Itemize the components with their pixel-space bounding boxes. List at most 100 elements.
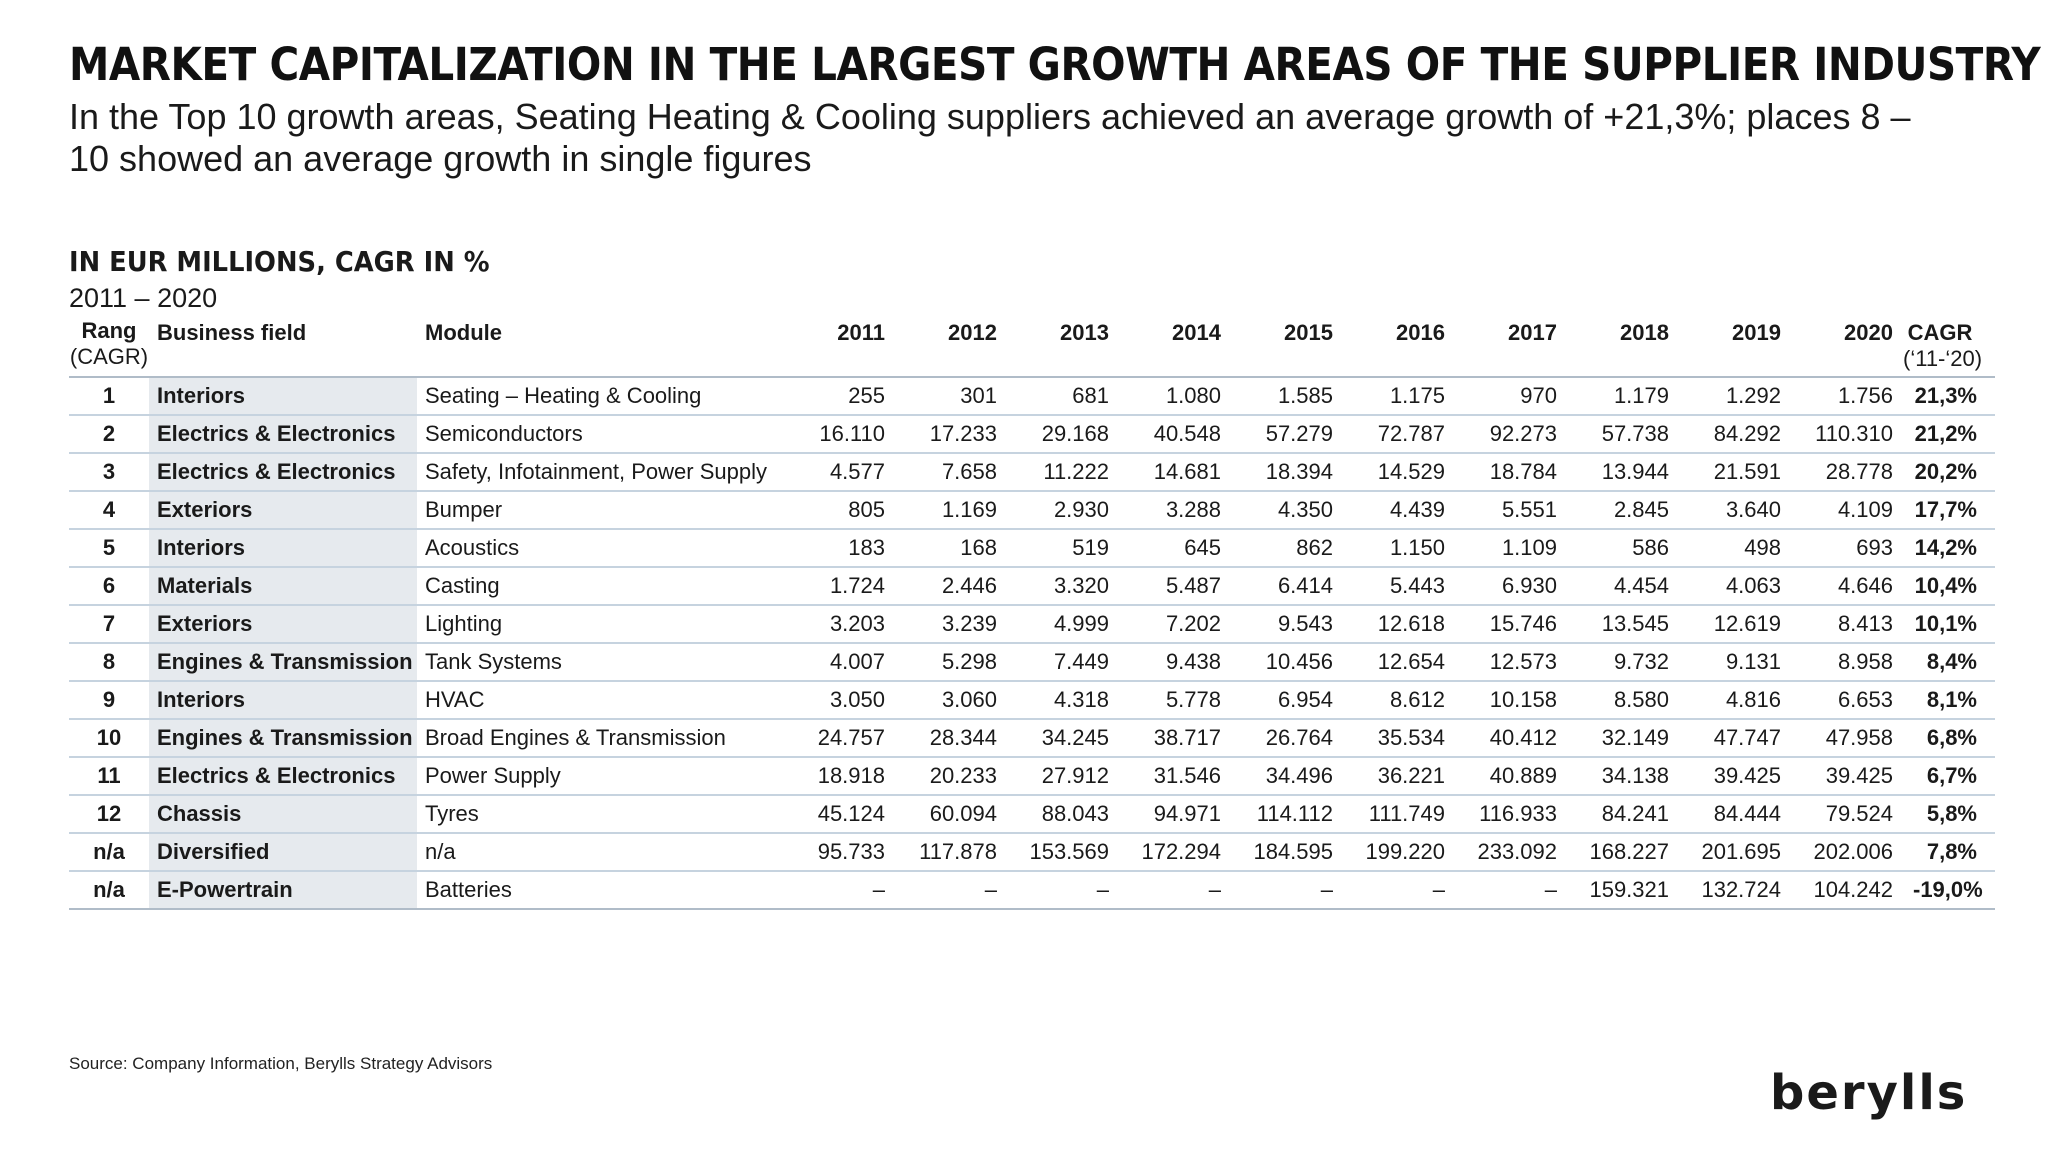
- business-field-cell: Interiors: [149, 681, 417, 720]
- rank-cell: 1: [69, 376, 149, 416]
- value-cell: –: [1119, 871, 1231, 910]
- cagr-cell: 6,7%: [1903, 757, 1995, 796]
- value-cell: 95.733: [783, 833, 895, 872]
- business-field-cell: Engines & Transmission: [149, 719, 417, 758]
- value-cell: 24.757: [783, 719, 895, 758]
- business-field-cell: Interiors: [149, 529, 417, 568]
- value-cell: 3.239: [895, 605, 1007, 644]
- cagr-cell: 8,1%: [1903, 681, 1995, 720]
- value-cell: 202.006: [1791, 833, 1903, 872]
- value-cell: 31.546: [1119, 757, 1231, 796]
- rank-cell: 8: [69, 643, 149, 682]
- header-business-field: Business field: [157, 320, 307, 345]
- business-field-cell: Exteriors: [149, 605, 417, 644]
- value-cell: 184.595: [1231, 833, 1343, 872]
- module-cell: n/a: [417, 833, 783, 872]
- cagr-cell: 17,7%: [1903, 491, 1995, 530]
- value-cell: 5.778: [1119, 681, 1231, 720]
- value-cell: 4.109: [1791, 491, 1903, 530]
- value-cell: 20.233: [895, 757, 1007, 796]
- value-cell: 6.930: [1455, 567, 1567, 606]
- value-cell: 3.060: [895, 681, 1007, 720]
- cagr-cell: -19,0%: [1903, 871, 1995, 910]
- unit-heading: IN EUR MILLIONS, CAGR IN %: [69, 245, 490, 278]
- header-rank-label: Rang: [81, 318, 137, 343]
- rank-cell: 9: [69, 681, 149, 720]
- header-year: 2017: [1508, 320, 1557, 345]
- table-body: 1 Interiors Seating – Heating & Cooling 255…: [69, 376, 1995, 910]
- value-cell: 5.487: [1119, 567, 1231, 606]
- value-cell: 1.756: [1791, 376, 1903, 416]
- value-cell: 199.220: [1343, 833, 1455, 872]
- value-cell: 18.918: [783, 757, 895, 796]
- value-cell: 201.695: [1679, 833, 1791, 872]
- business-field-cell: Chassis: [149, 795, 417, 834]
- value-cell: 8.413: [1791, 605, 1903, 644]
- module-cell: Seating – Heating & Cooling: [417, 376, 783, 416]
- value-cell: 7.449: [1007, 643, 1119, 682]
- value-cell: 1.150: [1343, 529, 1455, 568]
- value-cell: 1.109: [1455, 529, 1567, 568]
- value-cell: 26.764: [1231, 719, 1343, 758]
- value-cell: –: [1007, 871, 1119, 910]
- value-cell: 519: [1007, 529, 1119, 568]
- value-cell: 38.717: [1119, 719, 1231, 758]
- table-row: 8 Engines & Transmission Tank Systems 4.007…: [69, 643, 1995, 682]
- header-year: 2015: [1284, 320, 1333, 345]
- value-cell: 116.933: [1455, 795, 1567, 834]
- value-cell: 111.749: [1343, 795, 1455, 834]
- value-cell: 34.245: [1007, 719, 1119, 758]
- table-row: 4 Exteriors Bumper 805 1.169 2.930 3.288 4.350 4…: [69, 491, 1995, 530]
- rank-cell: 10: [69, 719, 149, 758]
- value-cell: 12.619: [1679, 605, 1791, 644]
- header-year: 2011: [837, 320, 885, 345]
- value-cell: 159.321: [1567, 871, 1679, 910]
- table-row: 10 Engines & Transmission Broad Engines & …: [69, 719, 1995, 758]
- business-field-cell: Interiors: [149, 376, 417, 416]
- value-cell: 39.425: [1679, 757, 1791, 796]
- value-cell: 168: [895, 529, 1007, 568]
- value-cell: –: [1231, 871, 1343, 910]
- value-cell: 681: [1007, 376, 1119, 416]
- value-cell: 1.724: [783, 567, 895, 606]
- header-year: 2020: [1844, 320, 1893, 345]
- value-cell: 9.438: [1119, 643, 1231, 682]
- business-field-cell: Electrics & Electronics: [149, 453, 417, 492]
- value-cell: 153.569: [1007, 833, 1119, 872]
- header-rank-sub: (CAGR): [69, 344, 149, 369]
- value-cell: 57.279: [1231, 415, 1343, 454]
- value-cell: 32.149: [1567, 719, 1679, 758]
- value-cell: 21.591: [1679, 453, 1791, 492]
- value-cell: 18.784: [1455, 453, 1567, 492]
- module-cell: Acoustics: [417, 529, 783, 568]
- value-cell: 3.050: [783, 681, 895, 720]
- value-cell: 92.273: [1455, 415, 1567, 454]
- value-cell: 84.241: [1567, 795, 1679, 834]
- value-cell: 1.179: [1567, 376, 1679, 416]
- page-title: MARKET CAPITALIZATION IN THE LARGEST GRO…: [69, 38, 2041, 91]
- value-cell: 4.577: [783, 453, 895, 492]
- table-row: 9 Interiors HVAC 3.050 3.060 4.318 5.778 6.954 8…: [69, 681, 1995, 720]
- value-cell: 5.443: [1343, 567, 1455, 606]
- cagr-cell: 21,2%: [1903, 415, 1995, 454]
- page-subtitle: In the Top 10 growth areas, Seating Heat…: [69, 96, 1911, 179]
- value-cell: 4.063: [1679, 567, 1791, 606]
- value-cell: 8.612: [1343, 681, 1455, 720]
- value-cell: 45.124: [783, 795, 895, 834]
- rank-cell: 12: [69, 795, 149, 834]
- value-cell: 1.585: [1231, 376, 1343, 416]
- module-cell: Safety, Infotainment, Power Supply: [417, 453, 783, 492]
- cagr-cell: 21,3%: [1903, 376, 1995, 416]
- value-cell: 168.227: [1567, 833, 1679, 872]
- value-cell: 8.958: [1791, 643, 1903, 682]
- berylls-logo: berylls: [1770, 1065, 1965, 1121]
- header-year: 2019: [1732, 320, 1781, 345]
- value-cell: 12.573: [1455, 643, 1567, 682]
- value-cell: 645: [1119, 529, 1231, 568]
- value-cell: 88.043: [1007, 795, 1119, 834]
- value-cell: 114.112: [1231, 795, 1343, 834]
- value-cell: 1.080: [1119, 376, 1231, 416]
- rank-cell: n/a: [69, 871, 149, 910]
- value-cell: 3.288: [1119, 491, 1231, 530]
- value-cell: 9.732: [1567, 643, 1679, 682]
